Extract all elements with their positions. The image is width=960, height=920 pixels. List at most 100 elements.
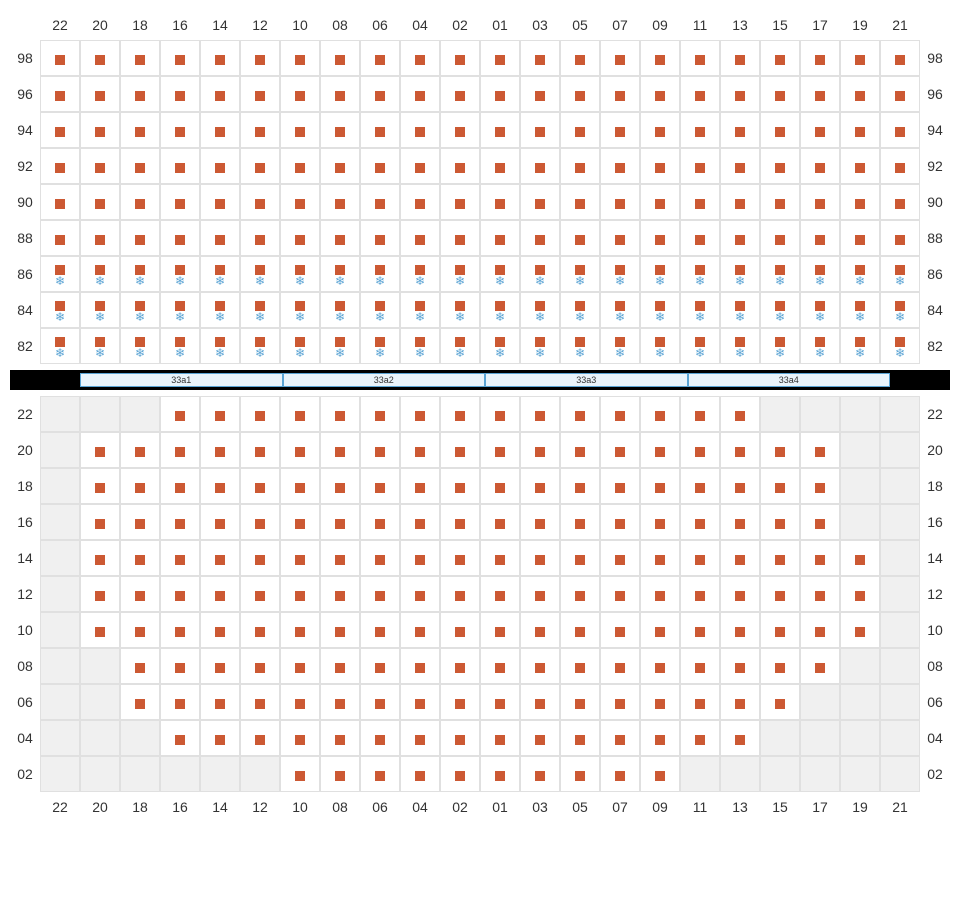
- seat-cell[interactable]: [160, 504, 200, 540]
- seat-cell[interactable]: ❄: [520, 328, 560, 364]
- seat-cell[interactable]: [840, 76, 880, 112]
- seat-cell[interactable]: [480, 396, 520, 432]
- seat-cell[interactable]: [320, 40, 360, 76]
- seat-cell[interactable]: ❄: [600, 292, 640, 328]
- seat-cell[interactable]: [720, 576, 760, 612]
- seat-cell[interactable]: ❄: [800, 256, 840, 292]
- seat-cell[interactable]: [600, 468, 640, 504]
- seat-cell[interactable]: [360, 756, 400, 792]
- seat-cell[interactable]: [200, 612, 240, 648]
- seat-cell[interactable]: [320, 504, 360, 540]
- seat-cell[interactable]: [440, 576, 480, 612]
- seat-cell[interactable]: [280, 540, 320, 576]
- seat-cell[interactable]: [320, 184, 360, 220]
- seat-cell[interactable]: [560, 40, 600, 76]
- seat-cell[interactable]: [760, 612, 800, 648]
- seat-cell[interactable]: [600, 220, 640, 256]
- seat-cell[interactable]: [680, 396, 720, 432]
- seat-cell[interactable]: [280, 576, 320, 612]
- seat-cell[interactable]: [200, 396, 240, 432]
- seat-cell[interactable]: [880, 220, 920, 256]
- seat-cell[interactable]: [200, 540, 240, 576]
- seat-cell[interactable]: [80, 112, 120, 148]
- seat-cell[interactable]: [480, 40, 520, 76]
- seat-cell[interactable]: [160, 648, 200, 684]
- seat-cell[interactable]: ❄: [400, 328, 440, 364]
- seat-cell[interactable]: [480, 432, 520, 468]
- seat-cell[interactable]: [280, 432, 320, 468]
- seat-cell[interactable]: [120, 648, 160, 684]
- seat-cell[interactable]: ❄: [520, 292, 560, 328]
- seat-cell[interactable]: [320, 576, 360, 612]
- seat-cell[interactable]: [320, 148, 360, 184]
- seat-cell[interactable]: [880, 112, 920, 148]
- seat-cell[interactable]: [440, 720, 480, 756]
- seat-cell[interactable]: [240, 396, 280, 432]
- seat-cell[interactable]: [160, 220, 200, 256]
- seat-cell[interactable]: [760, 76, 800, 112]
- seat-cell[interactable]: [120, 40, 160, 76]
- seat-cell[interactable]: [640, 112, 680, 148]
- seat-cell[interactable]: [640, 468, 680, 504]
- seat-cell[interactable]: [400, 612, 440, 648]
- seat-cell[interactable]: [600, 648, 640, 684]
- seat-cell[interactable]: [560, 720, 600, 756]
- seat-cell[interactable]: [720, 648, 760, 684]
- seat-cell[interactable]: [720, 432, 760, 468]
- seat-cell[interactable]: [200, 220, 240, 256]
- seat-cell[interactable]: [120, 612, 160, 648]
- seat-cell[interactable]: ❄: [520, 256, 560, 292]
- seat-cell[interactable]: [200, 684, 240, 720]
- seat-cell[interactable]: [640, 184, 680, 220]
- seat-cell[interactable]: [80, 148, 120, 184]
- seat-cell[interactable]: [560, 112, 600, 148]
- seat-cell[interactable]: [440, 684, 480, 720]
- seat-cell[interactable]: [560, 220, 600, 256]
- seat-cell[interactable]: [440, 468, 480, 504]
- seat-cell[interactable]: [760, 540, 800, 576]
- seat-cell[interactable]: ❄: [840, 292, 880, 328]
- seat-cell[interactable]: [360, 504, 400, 540]
- seat-cell[interactable]: [600, 432, 640, 468]
- seat-cell[interactable]: [240, 504, 280, 540]
- seat-cell[interactable]: [520, 684, 560, 720]
- seat-cell[interactable]: [320, 220, 360, 256]
- seat-cell[interactable]: [480, 540, 520, 576]
- seat-cell[interactable]: [800, 504, 840, 540]
- seat-cell[interactable]: [120, 504, 160, 540]
- seat-cell[interactable]: [400, 148, 440, 184]
- seat-cell[interactable]: ❄: [80, 328, 120, 364]
- seat-cell[interactable]: [480, 112, 520, 148]
- seat-cell[interactable]: [760, 468, 800, 504]
- seat-cell[interactable]: [200, 576, 240, 612]
- seat-cell[interactable]: [720, 148, 760, 184]
- seat-cell[interactable]: [800, 648, 840, 684]
- seat-cell[interactable]: [200, 76, 240, 112]
- seat-cell[interactable]: [560, 468, 600, 504]
- seat-cell[interactable]: [560, 648, 600, 684]
- seat-cell[interactable]: [200, 40, 240, 76]
- seat-cell[interactable]: [800, 148, 840, 184]
- seat-cell[interactable]: [160, 612, 200, 648]
- seat-cell[interactable]: ❄: [200, 328, 240, 364]
- seat-cell[interactable]: [720, 220, 760, 256]
- seat-cell[interactable]: ❄: [240, 328, 280, 364]
- seat-cell[interactable]: [800, 540, 840, 576]
- seat-cell[interactable]: ❄: [600, 256, 640, 292]
- seat-cell[interactable]: [720, 112, 760, 148]
- seat-cell[interactable]: ❄: [880, 328, 920, 364]
- seat-cell[interactable]: [440, 112, 480, 148]
- seat-cell[interactable]: [480, 220, 520, 256]
- seat-cell[interactable]: [640, 540, 680, 576]
- seat-cell[interactable]: [880, 40, 920, 76]
- seat-cell[interactable]: [520, 396, 560, 432]
- seat-cell[interactable]: [640, 396, 680, 432]
- seat-cell[interactable]: [200, 112, 240, 148]
- seat-cell[interactable]: [360, 220, 400, 256]
- seat-cell[interactable]: [80, 540, 120, 576]
- seat-cell[interactable]: [160, 540, 200, 576]
- seat-cell[interactable]: [400, 720, 440, 756]
- seat-cell[interactable]: [560, 432, 600, 468]
- seat-cell[interactable]: ❄: [440, 292, 480, 328]
- seat-cell[interactable]: [560, 576, 600, 612]
